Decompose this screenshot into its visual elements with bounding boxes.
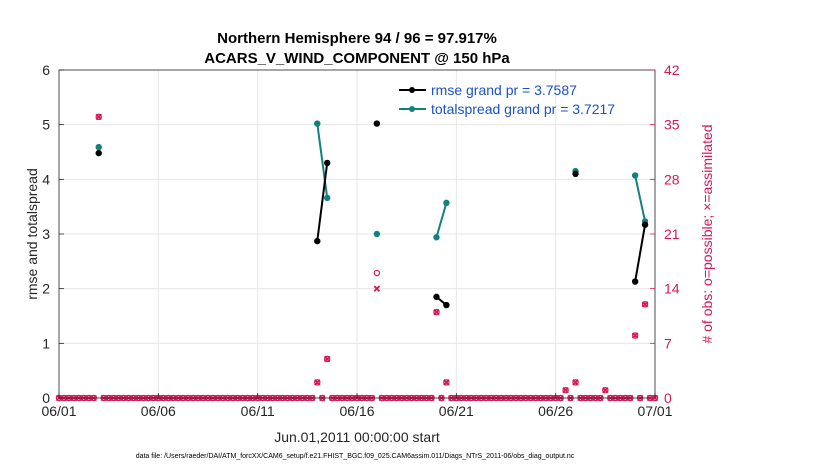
y2-tick-label: 42 [664, 62, 680, 78]
y2-axis-label: # of obs: o=possible; ×=assimilated [699, 124, 715, 343]
y-tick-label: 5 [42, 117, 50, 133]
y-tick-label: 1 [42, 335, 50, 351]
x-tick-label: 06/06 [141, 403, 176, 419]
obs-possible-marker [373, 269, 381, 277]
spread-point [631, 172, 639, 179]
spread-line [634, 175, 647, 222]
y2-tick-label: 0 [664, 390, 672, 406]
obs-possible-marker [602, 386, 609, 394]
obs-possible-marker [443, 379, 450, 386]
obs-possible-marker [631, 332, 639, 339]
rmse-point [641, 221, 649, 228]
obs-possible-marker [95, 113, 102, 121]
rmse-point [324, 159, 331, 167]
y-tick-label: 6 [42, 62, 50, 78]
legend-rmse-marker [409, 87, 415, 93]
data-file-footer: data file: /Users/raeder/DAI/ATM_forcXX/… [136, 453, 575, 460]
spread-point [314, 120, 321, 127]
rmse-line [634, 224, 647, 282]
series-layer [95, 120, 649, 309]
y2-tick-label: 14 [664, 281, 680, 297]
chart-title: Northern Hemisphere 94 / 96 = 97.917% [217, 30, 497, 47]
x-axis-label: Jun.01,2011 00:00:00 start [274, 429, 440, 445]
obs-assimilated-marker [314, 379, 321, 386]
rmse-point [443, 301, 450, 309]
obs-assimilated-marker [572, 379, 579, 386]
spread-line [435, 202, 448, 238]
x-tick-label: 06/01 [41, 403, 76, 419]
x-tick-label: 06/11 [241, 403, 275, 419]
y2-tick-label: 21 [664, 226, 680, 242]
y2-tick-label: 7 [664, 335, 672, 351]
rmse-point [314, 237, 321, 245]
obs-assimilated-marker [562, 386, 569, 394]
y-tick-label: 4 [42, 171, 50, 187]
obs-assimilated-marker [631, 332, 639, 339]
obs-assimilated-marker [433, 308, 440, 316]
chart-subtitle: ACARS_V_WIND_COMPONENT @ 150 hPa [204, 50, 510, 67]
rmse-point [373, 120, 381, 127]
rmse-line [316, 162, 329, 242]
spread-point [373, 230, 381, 238]
obs-possible-marker [433, 308, 440, 316]
obs-assimilated-marker [443, 379, 450, 386]
rmse-point [572, 170, 579, 178]
x-tick-label: 06/26 [538, 403, 573, 419]
rmse-point [433, 293, 440, 301]
x-tick-label: 07/01 [637, 403, 672, 419]
y-tick-label: 2 [42, 281, 50, 297]
obs-possible-marker [572, 379, 579, 386]
obs-assimilated-marker [373, 285, 381, 292]
x-tick-label: 06/16 [339, 403, 374, 419]
y2-tick-label: 35 [664, 117, 680, 133]
obs-assimilated-marker [641, 301, 649, 308]
y2-tick-label: 28 [664, 171, 680, 187]
y-axis-label: rmse and totalspread [24, 168, 40, 300]
obs-assimilated-marker [95, 113, 102, 121]
legend-spread-marker [409, 106, 415, 112]
obs-possible-marker [324, 355, 331, 363]
spread-line [316, 123, 329, 199]
spread-point [443, 199, 450, 207]
spread-point [95, 143, 102, 151]
legend: rmse grand pr = 3.7587 totalspread grand… [399, 82, 615, 117]
rmse-point [95, 149, 102, 157]
obs-possible-marker [314, 379, 321, 386]
obs-assimilated-marker [323, 355, 331, 363]
spread-point [324, 194, 331, 202]
y-tick-label: 3 [42, 226, 50, 242]
spread-point [433, 234, 440, 241]
y-tick-label: 0 [42, 390, 50, 406]
obs-possible-marker [641, 301, 649, 308]
legend-rmse-label: rmse grand pr = 3.7587 [431, 82, 577, 98]
obs-assimilated-marker [602, 386, 609, 394]
legend-spread-label: totalspread grand pr = 3.7217 [431, 101, 615, 117]
rmse-point [631, 278, 639, 285]
axis-ticks: 06/01 06/06 06/11 06/16 06/21 06/26 07/0101234… [41, 62, 679, 419]
obs-possible-marker [562, 386, 569, 394]
x-tick-label: 06/21 [439, 403, 474, 419]
